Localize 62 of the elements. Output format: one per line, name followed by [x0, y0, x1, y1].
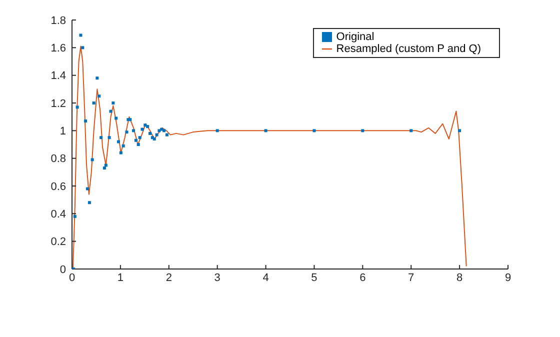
y-tick-label: 1.8 — [50, 14, 66, 27]
y-tick-label: 0.2 — [50, 236, 66, 248]
point — [109, 110, 112, 113]
point — [144, 124, 147, 127]
point — [264, 129, 268, 132]
point — [88, 201, 91, 204]
x-tick-label: 9 — [504, 272, 512, 284]
line-series — [72, 46, 467, 269]
point — [117, 140, 120, 144]
point — [134, 138, 138, 142]
point — [138, 136, 142, 140]
y-tick-label: 1.6 — [50, 42, 66, 55]
y-tick-label: 0.6 — [50, 180, 66, 193]
x-tick-label: 2 — [166, 272, 172, 284]
x-tick-label: 7 — [408, 272, 414, 284]
point — [102, 166, 106, 170]
point — [98, 94, 101, 98]
point — [162, 129, 166, 132]
point — [125, 130, 128, 134]
x-tick-label: 8 — [456, 272, 463, 284]
point — [76, 106, 79, 109]
point — [165, 133, 168, 136]
y-tick-label: 0.8 — [50, 153, 66, 166]
point — [79, 34, 82, 37]
point — [86, 187, 89, 190]
x-tick-label: 4 — [262, 272, 269, 284]
x-tick-label: 1 — [117, 272, 124, 284]
point — [73, 214, 76, 218]
x-tick-label: 0 — [68, 272, 76, 284]
point — [96, 76, 99, 80]
legend-label: Resampled (custom P and Q) — [336, 43, 481, 55]
point — [410, 129, 413, 132]
y-tick-label: 1 — [60, 126, 66, 138]
legend-label: Original — [336, 31, 374, 43]
point — [146, 125, 150, 128]
y-tick-label: 1.2 — [50, 98, 66, 110]
point — [119, 151, 122, 154]
point — [216, 129, 219, 132]
x-tick-label: 6 — [360, 272, 366, 284]
point — [84, 119, 88, 122]
point — [140, 128, 144, 131]
point — [114, 116, 118, 120]
point — [136, 143, 140, 146]
point — [92, 102, 96, 104]
y-tick-label: 1.4 — [50, 70, 66, 82]
point — [458, 129, 462, 132]
y-tick-label: 0 — [60, 264, 66, 276]
point — [104, 164, 108, 167]
point — [122, 144, 125, 148]
y-tick-label: 0.4 — [50, 208, 66, 221]
point — [81, 46, 84, 50]
point — [108, 136, 111, 140]
point — [361, 129, 364, 132]
point — [148, 132, 152, 135]
point — [112, 102, 115, 104]
x-tick-label: 3 — [214, 272, 220, 284]
x-tick-label: 5 — [311, 272, 318, 284]
point — [90, 158, 94, 162]
point — [155, 133, 158, 136]
point — [132, 129, 136, 132]
point — [100, 136, 103, 140]
point — [312, 129, 316, 132]
